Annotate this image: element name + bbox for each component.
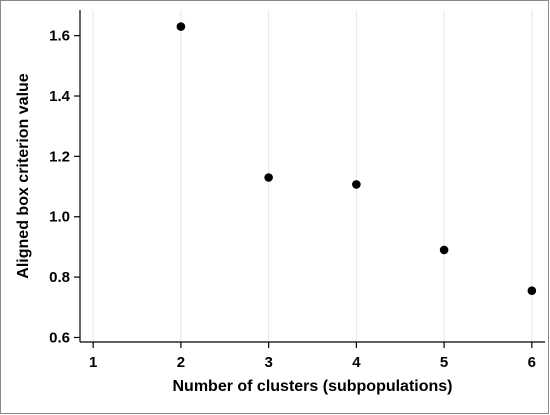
x-tick-label: 5 <box>440 354 448 371</box>
x-tick-label: 4 <box>352 354 361 371</box>
x-tick-label: 3 <box>264 354 272 371</box>
data-point <box>176 22 186 31</box>
data-point <box>527 286 537 295</box>
y-tick-label: 1.4 <box>49 88 71 105</box>
x-tick-label: 2 <box>177 354 185 371</box>
data-point <box>439 245 449 255</box>
y-tick-label: 0.8 <box>49 269 70 286</box>
x-tick-label: 1 <box>89 354 97 371</box>
x-axis-title: Number of clusters (subpopulations) <box>172 378 452 395</box>
x-axis-ticks: 1 2 3 4 5 6 <box>89 342 536 371</box>
y-tick-label: 1.2 <box>49 148 70 165</box>
x-tick-label: 6 <box>528 354 536 371</box>
y-tick-label: 1.6 <box>49 28 70 45</box>
y-tick-label: 0.6 <box>49 329 70 346</box>
data-points <box>176 22 537 295</box>
grid-lines <box>92 10 533 342</box>
y-axis-ticks: 0.6 0.8 1.0 1.2 1.4 1.6 <box>49 28 80 346</box>
y-axis-title: Aligned box criterion value <box>15 73 32 278</box>
data-point <box>352 180 361 189</box>
data-point <box>264 173 273 182</box>
y-tick-label: 1.0 <box>49 209 70 226</box>
